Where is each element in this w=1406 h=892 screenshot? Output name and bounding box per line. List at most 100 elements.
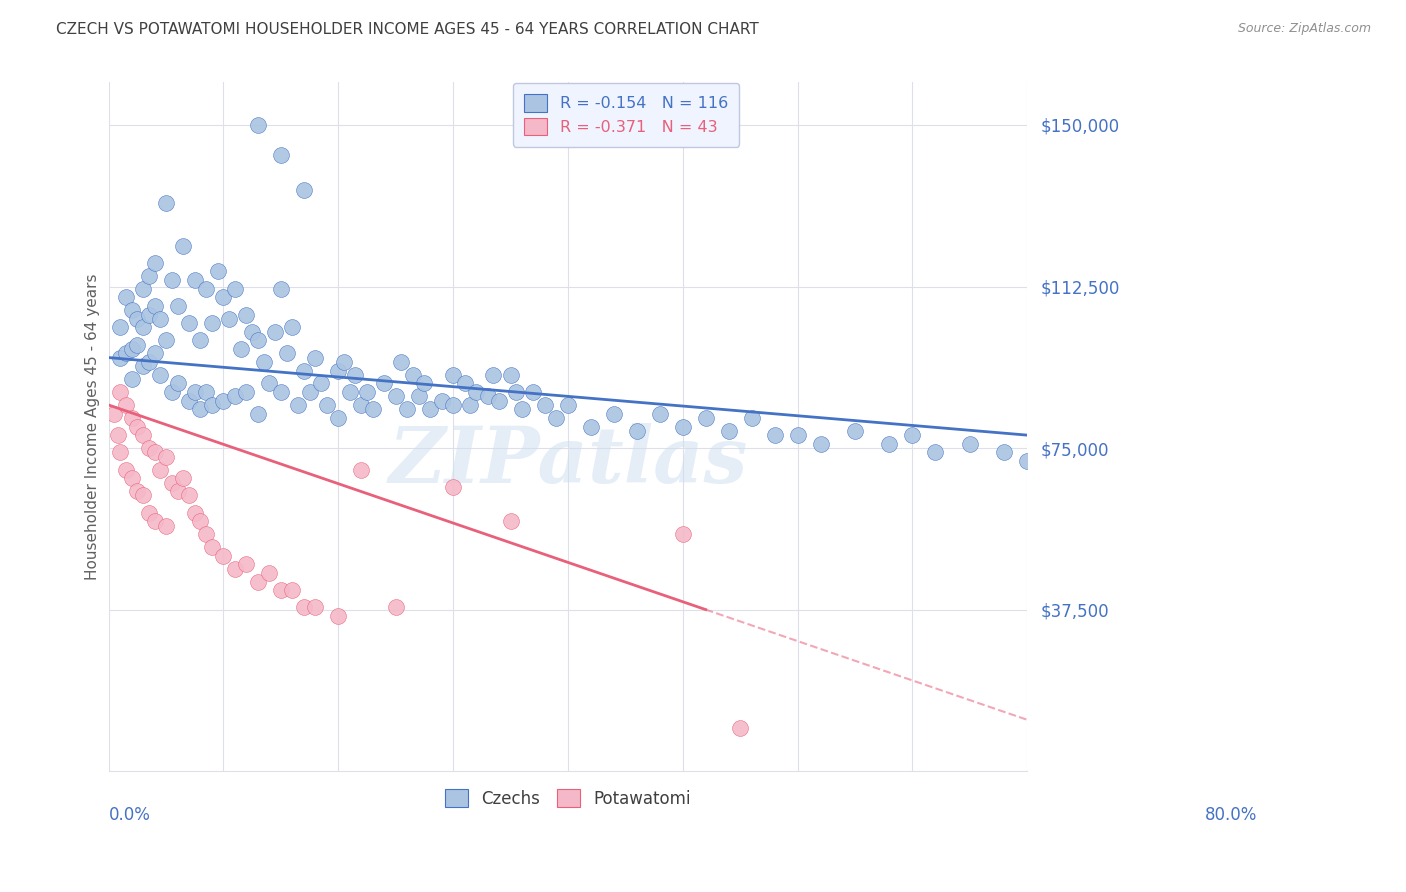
Point — [477, 389, 499, 403]
Point — [184, 506, 207, 520]
Point — [281, 583, 304, 598]
Point — [270, 148, 292, 162]
Point — [195, 282, 218, 296]
Point — [441, 368, 464, 382]
Point — [235, 385, 257, 400]
Point — [648, 407, 671, 421]
Point — [728, 721, 751, 735]
Point — [138, 308, 160, 322]
Point — [207, 264, 229, 278]
Point — [304, 351, 326, 365]
Point — [235, 558, 257, 572]
Point — [143, 346, 166, 360]
Point — [384, 389, 406, 403]
Point — [166, 299, 188, 313]
Point — [240, 325, 263, 339]
Point — [253, 355, 276, 369]
Point — [384, 600, 406, 615]
Point — [246, 118, 269, 132]
Point — [259, 566, 281, 580]
Y-axis label: Householder Income Ages 45 - 64 years: Householder Income Ages 45 - 64 years — [86, 273, 100, 580]
Point — [361, 402, 384, 417]
Point — [356, 385, 378, 400]
Point — [292, 363, 315, 377]
Point — [155, 450, 177, 464]
Point — [270, 385, 292, 400]
Point — [115, 398, 138, 412]
Point — [177, 316, 200, 330]
Point — [672, 419, 695, 434]
Point — [166, 484, 188, 499]
Point — [218, 311, 240, 326]
Point — [224, 282, 246, 296]
Point — [115, 290, 138, 304]
Point — [441, 480, 464, 494]
Point — [453, 376, 475, 391]
Point — [413, 376, 436, 391]
Point — [132, 359, 155, 374]
Point — [184, 273, 207, 287]
Point — [108, 445, 131, 459]
Point — [201, 398, 224, 412]
Legend: Czechs, Potawatomi: Czechs, Potawatomi — [439, 782, 697, 814]
Point — [246, 407, 269, 421]
Point — [396, 402, 419, 417]
Point — [127, 484, 149, 499]
Point — [190, 334, 212, 348]
Point — [195, 527, 218, 541]
Point — [270, 583, 292, 598]
Point — [103, 407, 125, 421]
Text: Source: ZipAtlas.com: Source: ZipAtlas.com — [1237, 22, 1371, 36]
Point — [201, 540, 224, 554]
Point — [121, 411, 143, 425]
Point — [672, 527, 695, 541]
Point — [419, 402, 441, 417]
Point — [127, 337, 149, 351]
Point — [224, 562, 246, 576]
Point — [155, 334, 177, 348]
Point — [695, 411, 717, 425]
Point — [505, 385, 527, 400]
Point — [276, 346, 298, 360]
Point — [499, 514, 522, 528]
Point — [190, 402, 212, 417]
Point — [786, 428, 808, 442]
Point — [879, 436, 901, 450]
Point — [522, 385, 544, 400]
Point — [344, 368, 367, 382]
Point — [177, 393, 200, 408]
Point — [212, 290, 235, 304]
Point — [172, 238, 194, 252]
Point — [160, 475, 183, 490]
Point — [172, 471, 194, 485]
Point — [177, 488, 200, 502]
Point — [465, 385, 488, 400]
Point — [763, 428, 786, 442]
Point — [391, 355, 413, 369]
Point — [246, 574, 269, 589]
Point — [149, 368, 172, 382]
Point — [328, 363, 350, 377]
Point — [212, 393, 235, 408]
Point — [121, 471, 143, 485]
Text: ZIPatlas: ZIPatlas — [388, 423, 748, 500]
Point — [190, 514, 212, 528]
Point — [350, 462, 373, 476]
Point — [924, 445, 946, 459]
Point — [901, 428, 924, 442]
Point — [224, 389, 246, 403]
Point — [264, 325, 287, 339]
Point — [160, 273, 183, 287]
Point — [534, 398, 557, 412]
Point — [184, 385, 207, 400]
Point — [292, 600, 315, 615]
Point — [127, 311, 149, 326]
Point — [810, 436, 832, 450]
Point — [328, 411, 350, 425]
Point — [557, 398, 579, 412]
Point — [149, 462, 172, 476]
Point — [460, 398, 482, 412]
Point — [138, 268, 160, 283]
Point — [132, 488, 155, 502]
Point — [132, 320, 155, 334]
